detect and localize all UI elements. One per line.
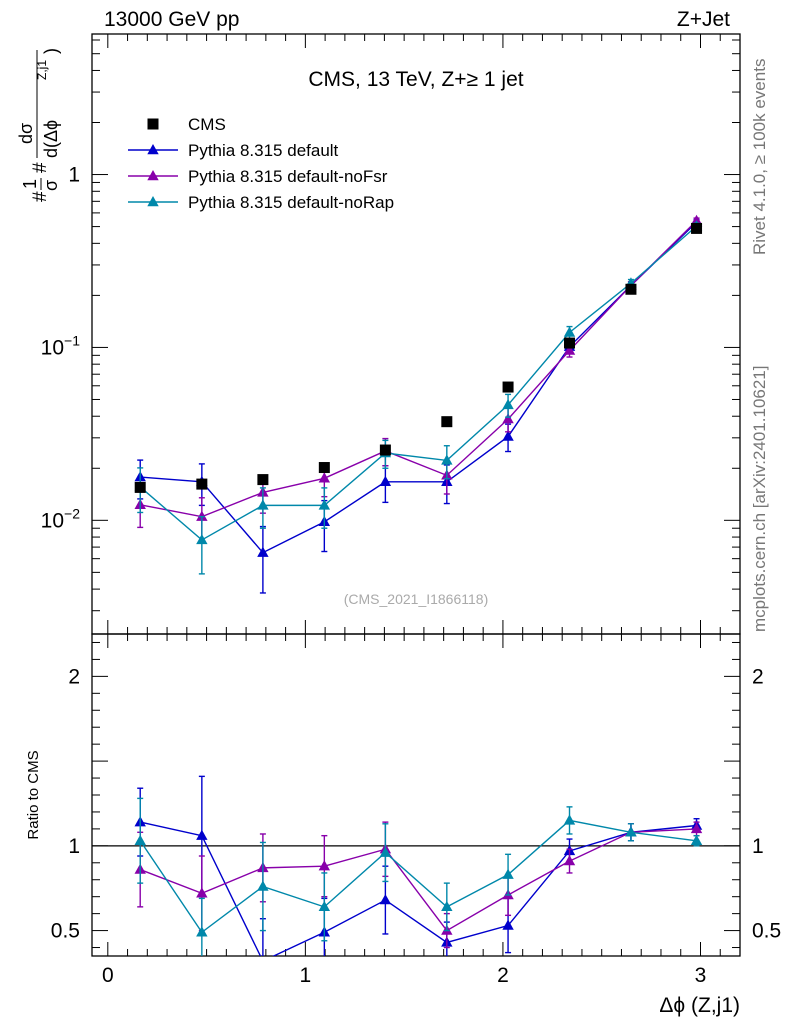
main-series-group: [134, 214, 703, 594]
cms-data-point: [625, 283, 637, 295]
series-point: [502, 398, 514, 410]
data-marks: [134, 214, 703, 956]
y-axis-label: # 1 σ # dσ d(Δϕ Z,j1 ): [16, 48, 61, 202]
ratio-point: [196, 829, 208, 840]
legend-label: Pythia 8.315 default-noRap: [188, 193, 394, 212]
header-process: Z+Jet: [676, 8, 730, 31]
ratio-point: [563, 855, 576, 866]
series-point: [502, 413, 514, 424]
ratio-panel: [91, 633, 741, 957]
ratio-tick-label-left: 0.5: [51, 920, 80, 943]
series-point: [563, 344, 576, 355]
analysis-watermark: (CMS_2021_I1866118): [344, 591, 489, 607]
y-axis-label-hash: #: [30, 191, 51, 202]
legend-label-cms: CMS: [188, 115, 226, 134]
chart-title: CMS, 13 TeV, Z+≥ 1 jet: [308, 68, 523, 91]
ratio-plot-frame: [91, 633, 741, 957]
ratio-line-1: [140, 821, 697, 956]
ratio-point: [257, 880, 269, 891]
ratio-point: [262, 955, 264, 956]
y-axis-label-one: 1: [20, 179, 40, 189]
ratio-tick-label-right: 1: [752, 835, 764, 858]
ratio-line-3: [139, 819, 697, 934]
cms-data-point: [257, 474, 269, 486]
y-axis-label-dsigma: dσ: [16, 123, 36, 144]
legend: CMS Pythia 8.315 default Pythia 8.315 defa…: [128, 115, 394, 212]
cms-data-point: [379, 444, 391, 456]
side-mcplots-info: mcplots.cern.ch [arXiv:2401.10621]: [750, 365, 769, 632]
x-tick-label: 1: [300, 964, 312, 987]
cms-data-point: [196, 478, 208, 490]
ratio-line-2: [139, 828, 697, 932]
y-axis-label-close-paren: ): [41, 48, 61, 54]
series-point: [318, 472, 331, 483]
legend-marker: [147, 144, 159, 155]
side-rivet-info: Rivet 4.1.0, ≥ 100k events: [750, 58, 769, 255]
x-tick-label: 0: [102, 964, 114, 987]
legend-marker: [147, 170, 159, 181]
series-point: [379, 475, 392, 487]
ratio-point: [690, 834, 703, 845]
ratio-point: [134, 834, 146, 845]
ratio-point: [441, 900, 453, 912]
y-axis-label-superscript: Z,j1: [35, 60, 49, 80]
series-point: [196, 510, 208, 521]
header-collision-info: 13000 GeV pp: [104, 8, 240, 31]
ratio-tick-label-left: 2: [68, 665, 80, 688]
legend-label: Pythia 8.315 default-noFsr: [188, 167, 388, 186]
legend-marker-cms: [147, 118, 159, 130]
cms-data-point: [691, 222, 703, 234]
series-point: [257, 499, 269, 510]
y-tick-label: 10−2: [41, 505, 81, 532]
legend-marker: [147, 196, 159, 207]
ratio-tick-label-right: 0.5: [752, 920, 781, 943]
x-tick-label: 2: [497, 964, 509, 987]
y-tick-label: 10−1: [41, 332, 81, 359]
ratio-point: [563, 814, 576, 825]
series-line-2: [140, 220, 698, 518]
ratio-series-group: [134, 775, 703, 956]
ratio-point: [196, 887, 208, 898]
series-point: [563, 326, 576, 337]
y-axis-label-hash-2: #: [30, 162, 51, 173]
series-point: [318, 499, 331, 510]
cms-data-point: [318, 462, 330, 474]
cms-data-point: [441, 416, 453, 428]
series-point: [257, 546, 269, 557]
series-point: [690, 214, 703, 226]
series-point: [502, 430, 514, 441]
ratio-point: [318, 900, 331, 912]
ratio-point: [379, 894, 392, 905]
x-axis-label: Δϕ (Z,j1): [659, 994, 740, 1017]
ratio-point: [690, 822, 703, 834]
y-axis-label-denominator: d(Δϕ: [41, 120, 61, 158]
series-line-1: [140, 221, 698, 554]
series-point: [441, 454, 453, 465]
series-point: [196, 533, 208, 545]
ratio-point: [625, 826, 637, 837]
y-tick-label: 1: [68, 164, 80, 187]
ratio-point: [318, 860, 331, 871]
ratio-point: [502, 919, 514, 930]
y-axis-label-sigma: σ: [41, 180, 61, 191]
legend-label: Pythia 8.315 default: [188, 141, 339, 160]
ratio-y-axis-label: Ratio to CMS: [25, 750, 42, 839]
ratio-tick-label-left: 1: [68, 835, 80, 858]
x-tick-label: 3: [695, 964, 707, 987]
cms-data-point: [564, 337, 576, 349]
series-line-3: [139, 225, 697, 541]
ratio-point: [502, 868, 514, 879]
cms-data-point: [134, 481, 146, 493]
ratio-point: [196, 926, 208, 937]
ratio-tick-label-right: 2: [752, 665, 764, 688]
axes: 0 1 2 3 10−2 1 10−1 0.5 0.5 1 1 2 2: [41, 34, 781, 987]
ratio-point: [379, 846, 392, 857]
cms-data-point: [502, 381, 514, 393]
